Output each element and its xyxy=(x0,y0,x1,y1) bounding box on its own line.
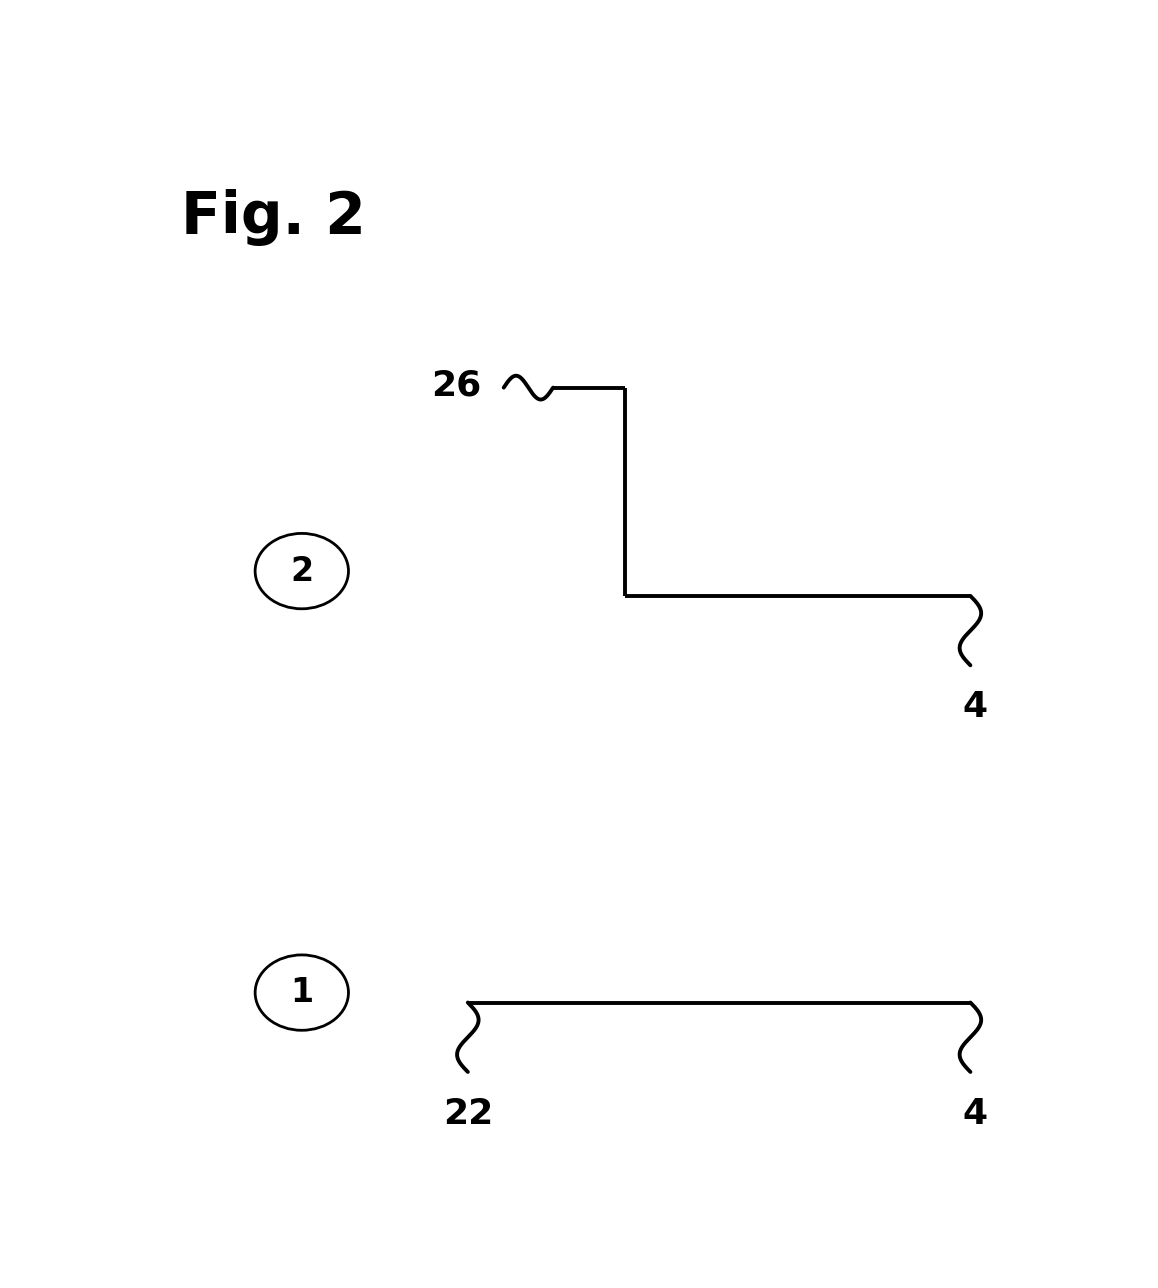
Text: 4: 4 xyxy=(962,690,988,724)
Text: 2: 2 xyxy=(291,555,314,587)
Text: 22: 22 xyxy=(442,1097,493,1131)
Text: Fig. 2: Fig. 2 xyxy=(181,189,366,246)
Text: 1: 1 xyxy=(291,976,314,1009)
Text: 4: 4 xyxy=(962,1097,988,1131)
Text: 26: 26 xyxy=(431,368,482,403)
